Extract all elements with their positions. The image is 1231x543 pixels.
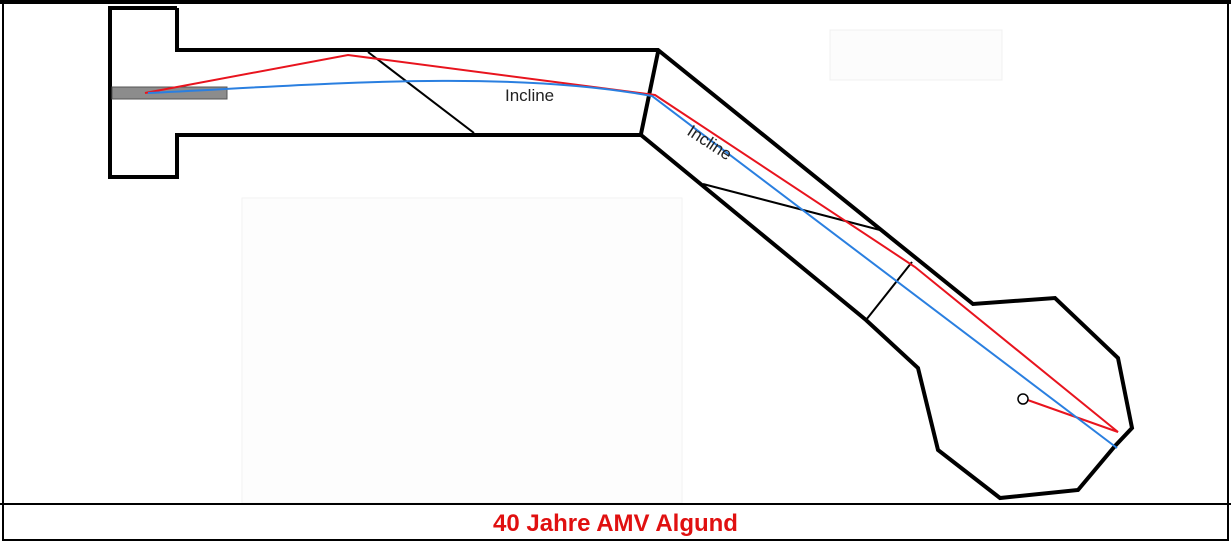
red-path	[144, 53, 1119, 433]
table-frame	[2, 4, 1229, 541]
track-outline	[108, 6, 1135, 501]
incline-marker-1	[367, 51, 475, 134]
table-divider	[0, 503, 1231, 505]
segment-divider-bend	[639, 51, 660, 135]
incline-label-2: Incline	[684, 121, 736, 164]
track-diagram: Incline Incline	[108, 6, 1135, 503]
incline-marker-2	[702, 183, 881, 231]
caption: 40 Jahre AMV Algund	[493, 510, 738, 537]
finish-point	[1017, 393, 1029, 405]
top-border	[0, 0, 1231, 4]
incline-marker-3	[865, 261, 913, 321]
blue-path	[147, 79, 1118, 449]
incline-label-1: Incline	[505, 86, 554, 105]
background-panel	[241, 197, 683, 503]
background-panel-top	[829, 29, 1003, 81]
